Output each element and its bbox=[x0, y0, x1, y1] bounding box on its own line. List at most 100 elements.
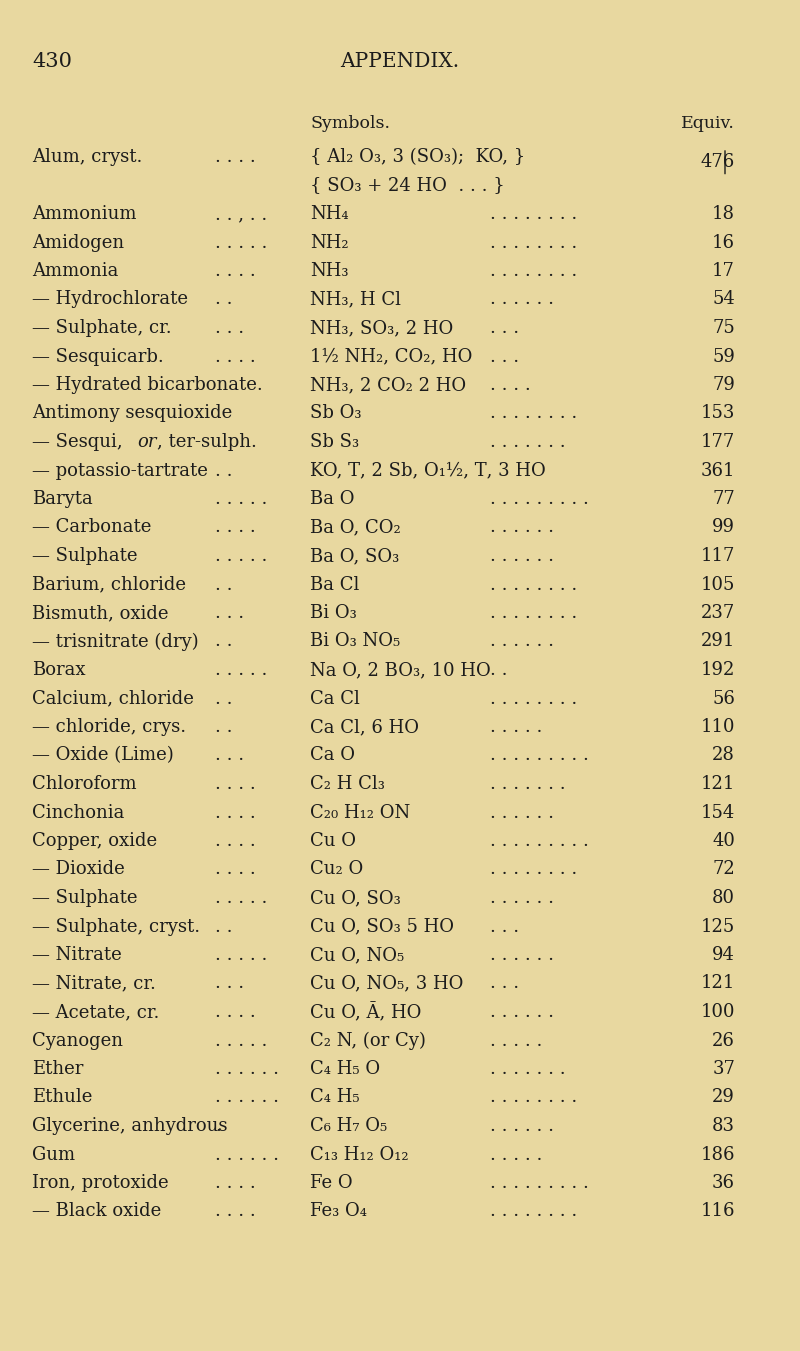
Text: 29: 29 bbox=[712, 1089, 735, 1106]
Text: Ba O, CO₂: Ba O, CO₂ bbox=[310, 519, 401, 536]
Text: — Sesqui,: — Sesqui, bbox=[32, 434, 128, 451]
Text: Cu O, NO₅: Cu O, NO₅ bbox=[310, 946, 404, 965]
Text: 75: 75 bbox=[712, 319, 735, 336]
Text: — trisnitrate (dry): — trisnitrate (dry) bbox=[32, 632, 198, 651]
Text: . . . . .: . . . . . bbox=[215, 661, 267, 680]
Text: . . . . .: . . . . . bbox=[490, 717, 542, 736]
Text: NH₃, SO₃, 2 HO: NH₃, SO₃, 2 HO bbox=[310, 319, 454, 336]
Text: . . .: . . . bbox=[490, 319, 519, 336]
Text: 83: 83 bbox=[712, 1117, 735, 1135]
Text: . . .: . . . bbox=[215, 319, 244, 336]
Text: . . . .: . . . . bbox=[215, 262, 256, 280]
Text: 79: 79 bbox=[712, 376, 735, 394]
Text: , ter-sulph.: , ter-sulph. bbox=[157, 434, 257, 451]
Text: . . . .: . . . . bbox=[215, 861, 256, 878]
Text: Baryta: Baryta bbox=[32, 490, 93, 508]
Text: 192: 192 bbox=[701, 661, 735, 680]
Text: NH₃: NH₃ bbox=[310, 262, 349, 280]
Text: . . . . . . . .: . . . . . . . . bbox=[490, 262, 578, 280]
Text: Bismuth, oxide: Bismuth, oxide bbox=[32, 604, 169, 621]
Text: Ammonia: Ammonia bbox=[32, 262, 118, 280]
Text: Borax: Borax bbox=[32, 661, 86, 680]
Text: . . . . . . . .: . . . . . . . . bbox=[490, 205, 578, 223]
Text: .: . bbox=[215, 1117, 221, 1135]
Text: . . . . . .: . . . . . . bbox=[215, 1146, 279, 1163]
Text: . . . . . .: . . . . . . bbox=[490, 632, 554, 650]
Text: 54: 54 bbox=[712, 290, 735, 308]
Text: . . . . . .: . . . . . . bbox=[490, 1117, 554, 1135]
Text: . . . . . .: . . . . . . bbox=[490, 1002, 554, 1021]
Text: 100: 100 bbox=[701, 1002, 735, 1021]
Text: . . . . . .: . . . . . . bbox=[490, 519, 554, 536]
Text: . . . . . . . .: . . . . . . . . bbox=[490, 1089, 578, 1106]
Text: 154: 154 bbox=[701, 804, 735, 821]
Text: Alum, cryst.: Alum, cryst. bbox=[32, 149, 142, 166]
Text: 430: 430 bbox=[32, 51, 72, 72]
Text: . . . .: . . . . bbox=[215, 804, 256, 821]
Text: Copper, oxide: Copper, oxide bbox=[32, 832, 157, 850]
Text: Ca O: Ca O bbox=[310, 747, 355, 765]
Text: Ba O: Ba O bbox=[310, 490, 354, 508]
Text: . . . .: . . . . bbox=[215, 519, 256, 536]
Text: . . . . . .: . . . . . . bbox=[490, 804, 554, 821]
Text: 125: 125 bbox=[701, 917, 735, 935]
Text: Ca Cl: Ca Cl bbox=[310, 689, 360, 708]
Text: . . . .: . . . . bbox=[215, 775, 256, 793]
Text: Cinchonia: Cinchonia bbox=[32, 804, 124, 821]
Text: . .: . . bbox=[215, 717, 233, 736]
Text: NH₃, H Cl: NH₃, H Cl bbox=[310, 290, 401, 308]
Text: — Sulphate, cr.: — Sulphate, cr. bbox=[32, 319, 172, 336]
Text: . .: . . bbox=[215, 917, 233, 935]
Text: Gum: Gum bbox=[32, 1146, 75, 1163]
Text: Cu O, SO₃: Cu O, SO₃ bbox=[310, 889, 401, 907]
Text: 99: 99 bbox=[712, 519, 735, 536]
Text: 1½ NH₂, CO₂, HO: 1½ NH₂, CO₂, HO bbox=[310, 347, 472, 366]
Text: — potassio-tartrate: — potassio-tartrate bbox=[32, 462, 208, 480]
Text: Barium, chloride: Barium, chloride bbox=[32, 576, 186, 593]
Text: . . .: . . . bbox=[215, 604, 244, 621]
Text: . . . . .: . . . . . bbox=[215, 946, 267, 965]
Text: 56: 56 bbox=[712, 689, 735, 708]
Text: 94: 94 bbox=[712, 946, 735, 965]
Text: Ammonium: Ammonium bbox=[32, 205, 137, 223]
Text: 110: 110 bbox=[701, 717, 735, 736]
Text: . . . .: . . . . bbox=[215, 832, 256, 850]
Text: . . . . .: . . . . . bbox=[215, 547, 267, 565]
Text: — Acetate, cr.: — Acetate, cr. bbox=[32, 1002, 159, 1021]
Text: . .: . . bbox=[215, 632, 233, 650]
Text: 26: 26 bbox=[712, 1032, 735, 1050]
Text: . . . . . . .: . . . . . . . bbox=[490, 775, 566, 793]
Text: . .: . . bbox=[215, 689, 233, 708]
Text: . . . . . .: . . . . . . bbox=[490, 547, 554, 565]
Text: . . . . .: . . . . . bbox=[215, 234, 267, 251]
Text: Ba Cl: Ba Cl bbox=[310, 576, 359, 593]
Text: 476: 476 bbox=[701, 153, 735, 172]
Text: . . . . . . . . .: . . . . . . . . . bbox=[490, 832, 589, 850]
Text: Chloroform: Chloroform bbox=[32, 775, 137, 793]
Text: — Hydrochlorate: — Hydrochlorate bbox=[32, 290, 188, 308]
Text: Bi O₃: Bi O₃ bbox=[310, 604, 357, 621]
Text: Bi O₃ NO₅: Bi O₃ NO₅ bbox=[310, 632, 400, 650]
Text: . . . . . . . . .: . . . . . . . . . bbox=[490, 490, 589, 508]
Text: C₁₃ H₁₂ O₁₂: C₁₃ H₁₂ O₁₂ bbox=[310, 1146, 409, 1163]
Text: . . . . . . . .: . . . . . . . . bbox=[490, 689, 578, 708]
Text: 153: 153 bbox=[701, 404, 735, 423]
Text: 18: 18 bbox=[712, 205, 735, 223]
Text: . . . .: . . . . bbox=[215, 1002, 256, 1021]
Text: . . . . . . . . .: . . . . . . . . . bbox=[490, 747, 589, 765]
Text: . . . . . .: . . . . . . bbox=[490, 946, 554, 965]
Text: Ethule: Ethule bbox=[32, 1089, 92, 1106]
Text: 116: 116 bbox=[701, 1202, 735, 1220]
Text: 291: 291 bbox=[701, 632, 735, 650]
Text: . . . . .: . . . . . bbox=[215, 490, 267, 508]
Text: Glycerine, anhydrous: Glycerine, anhydrous bbox=[32, 1117, 227, 1135]
Text: Cu O, NO₅, 3 HO: Cu O, NO₅, 3 HO bbox=[310, 974, 463, 993]
Text: . . . .: . . . . bbox=[490, 376, 530, 394]
Text: 36: 36 bbox=[712, 1174, 735, 1192]
Text: { SO₃ + 24 HO  . . . }: { SO₃ + 24 HO . . . } bbox=[310, 177, 505, 195]
Text: NH₂: NH₂ bbox=[310, 234, 349, 251]
Text: Fe O: Fe O bbox=[310, 1174, 353, 1192]
Text: Antimony sesquioxide: Antimony sesquioxide bbox=[32, 404, 232, 423]
Text: 361: 361 bbox=[701, 462, 735, 480]
Text: Cyanogen: Cyanogen bbox=[32, 1032, 123, 1050]
